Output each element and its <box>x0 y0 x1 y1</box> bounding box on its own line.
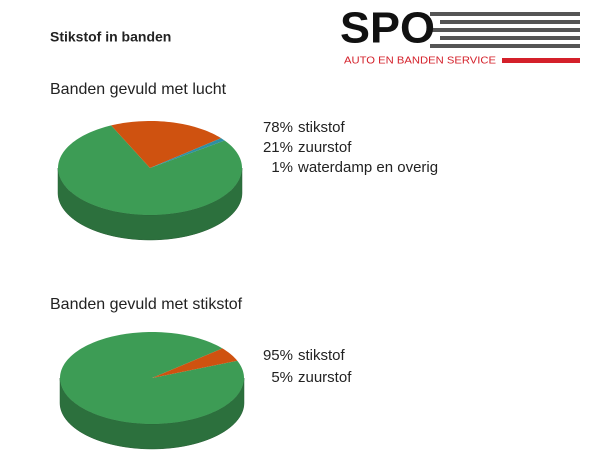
legend-value: 5% <box>271 369 293 386</box>
legend-value: 1% <box>271 159 293 176</box>
legend-value: 21% <box>263 139 293 156</box>
pie-sides <box>59 377 245 450</box>
logo-subtitle: AUTO EN BANDEN SERVICE <box>344 56 496 67</box>
chart-title: Banden gevuld met stikstof <box>50 296 243 313</box>
pie-chart: Banden gevuld met lucht 78% stikstof 21% zuu… <box>50 81 438 241</box>
logo-bar <box>502 58 580 63</box>
legend-label: zuurstof <box>298 369 352 386</box>
legend-label: stikstof <box>298 119 346 136</box>
pie-slice <box>58 125 243 215</box>
legend-label: waterdamp en overig <box>297 159 438 176</box>
legend-entry: 78% stikstof <box>263 119 346 136</box>
legend-label: zuurstof <box>298 139 352 156</box>
logo-text: SPO <box>340 4 435 53</box>
legend-label: stikstof <box>298 347 346 364</box>
logo: SPO AUTO EN BANDEN SERVICE <box>340 4 580 67</box>
legend-entry: 21% zuurstof <box>263 139 352 156</box>
pie-slice <box>111 121 222 168</box>
chart-title: Banden gevuld met lucht <box>50 81 227 98</box>
legend-entry: 95% stikstof <box>263 347 346 364</box>
legend-entry: 1% waterdamp en overig <box>271 159 438 176</box>
pie-chart: Banden gevuld met stikstof 95% stikstof 5% z… <box>50 296 352 450</box>
legend-value: 78% <box>263 119 293 136</box>
tread <box>430 12 580 48</box>
page-title: Stikstof in banden <box>50 29 171 45</box>
legend-entry: 5% zuurstof <box>271 369 352 386</box>
pie-side <box>59 377 245 450</box>
legend-value: 95% <box>263 347 293 364</box>
pie-slice <box>152 348 238 378</box>
pie-slice <box>150 138 225 168</box>
